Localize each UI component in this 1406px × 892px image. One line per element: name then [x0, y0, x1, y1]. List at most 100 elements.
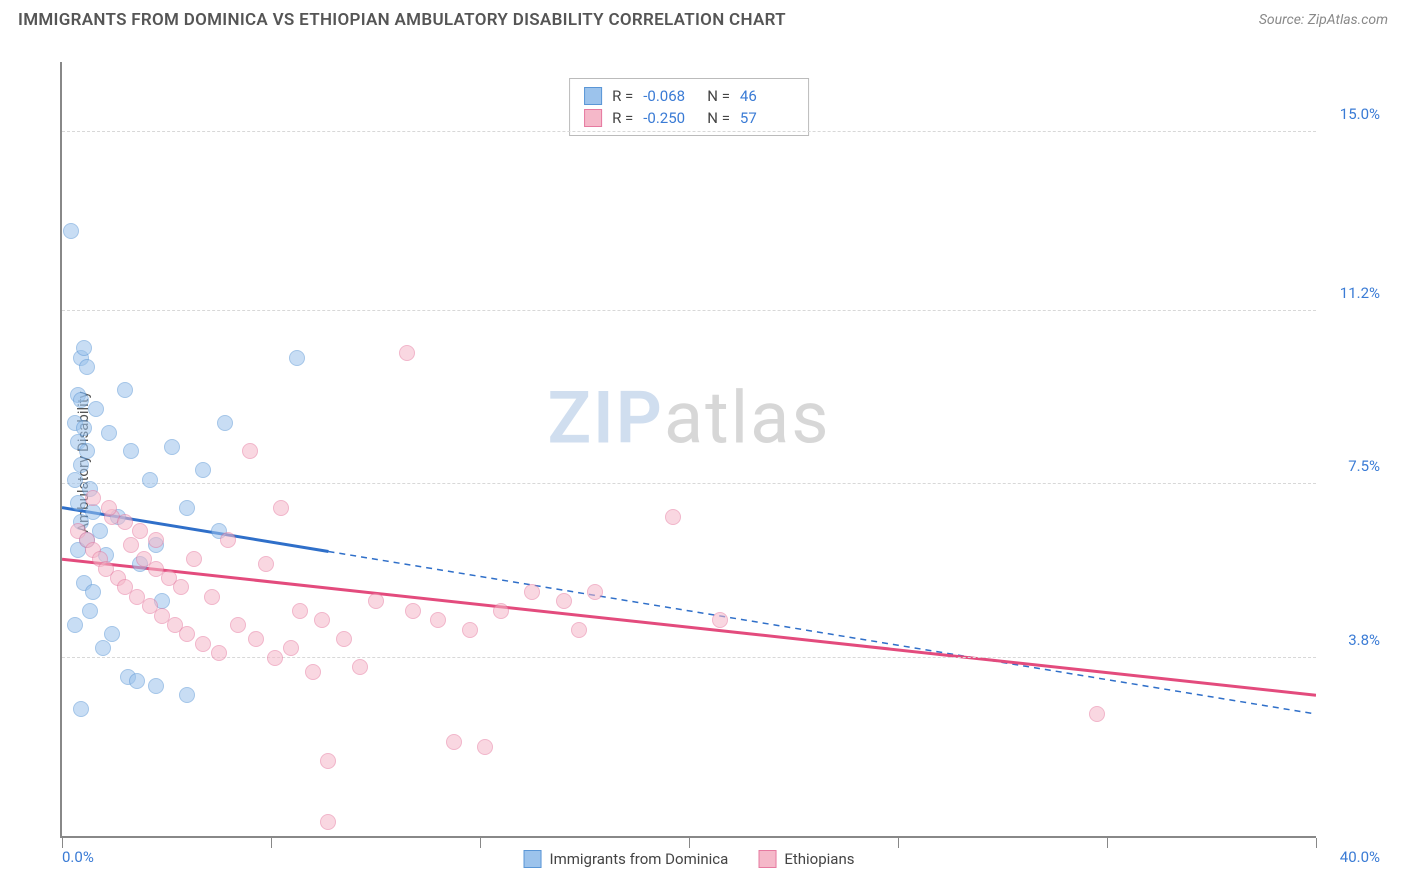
- plot-area: ZIPatlas R =-0.068N =46R =-0.250N =57 0.…: [60, 62, 1316, 838]
- scatter-point: [79, 359, 95, 375]
- bottom-legend: Immigrants from Dominica Ethiopians: [524, 850, 855, 868]
- scatter-point: [73, 701, 89, 717]
- scatter-point: [712, 612, 728, 628]
- scatter-point: [571, 622, 587, 638]
- scatter-point: [179, 687, 195, 703]
- x-tick: [271, 838, 272, 848]
- x-tick: [1107, 838, 1108, 848]
- scatter-point: [368, 593, 384, 609]
- scatter-point: [173, 579, 189, 595]
- scatter-point: [186, 551, 202, 567]
- series-swatch: [584, 87, 602, 105]
- watermark: ZIPatlas: [547, 376, 830, 461]
- scatter-point: [204, 589, 220, 605]
- x-axis-max-label: 40.0%: [1340, 848, 1380, 866]
- scatter-point: [352, 659, 368, 675]
- scatter-point: [430, 612, 446, 628]
- scatter-point: [665, 509, 681, 525]
- scatter-point: [85, 584, 101, 600]
- scatter-point: [195, 462, 211, 478]
- stats-row: R =-0.068N =46: [584, 85, 794, 107]
- scatter-point: [587, 584, 603, 600]
- scatter-point: [123, 443, 139, 459]
- scatter-point: [267, 650, 283, 666]
- gridline: [62, 483, 1316, 484]
- legend-swatch: [524, 850, 542, 868]
- scatter-point: [95, 640, 111, 656]
- scatter-point: [1089, 706, 1105, 722]
- x-tick: [480, 838, 481, 848]
- stat-r-value: -0.068: [643, 87, 697, 105]
- scatter-point: [73, 392, 89, 408]
- scatter-point: [314, 612, 330, 628]
- scatter-point: [305, 664, 321, 680]
- scatter-point: [230, 617, 246, 633]
- legend-swatch: [758, 850, 776, 868]
- y-tick-label: 3.8%: [1348, 631, 1380, 649]
- scatter-point: [101, 500, 117, 516]
- y-tick-label: 7.5%: [1348, 457, 1380, 475]
- source-label: Source: ZipAtlas.com: [1259, 12, 1388, 28]
- scatter-point: [82, 603, 98, 619]
- scatter-point: [273, 500, 289, 516]
- scatter-point: [289, 350, 305, 366]
- stats-row: R =-0.250N =57: [584, 107, 794, 129]
- scatter-point: [85, 490, 101, 506]
- scatter-point: [292, 603, 308, 619]
- scatter-point: [179, 500, 195, 516]
- scatter-point: [405, 603, 421, 619]
- scatter-point: [179, 626, 195, 642]
- chart-title: IMMIGRANTS FROM DOMINICA VS ETHIOPIAN AM…: [18, 10, 786, 30]
- scatter-point: [117, 382, 133, 398]
- scatter-point: [164, 439, 180, 455]
- scatter-point: [336, 631, 352, 647]
- scatter-point: [104, 626, 120, 642]
- series-swatch: [584, 109, 602, 127]
- scatter-point: [217, 415, 233, 431]
- scatter-point: [195, 636, 211, 652]
- scatter-point: [67, 617, 83, 633]
- watermark-bold: ZIP: [547, 376, 663, 461]
- stat-n-value: 46: [740, 87, 794, 105]
- scatter-point: [101, 425, 117, 441]
- scatter-point: [283, 640, 299, 656]
- x-tick: [62, 838, 63, 848]
- stat-r-label: R =: [612, 109, 633, 127]
- scatter-point: [399, 345, 415, 361]
- scatter-point: [148, 678, 164, 694]
- stats-legend-box: R =-0.068N =46R =-0.250N =57: [569, 78, 809, 136]
- scatter-point: [524, 584, 540, 600]
- x-tick: [898, 838, 899, 848]
- scatter-point: [67, 472, 83, 488]
- stat-n-value: 57: [740, 109, 794, 127]
- gridline: [62, 310, 1316, 311]
- legend-item: Immigrants from Dominica: [524, 850, 729, 868]
- scatter-point: [462, 622, 478, 638]
- gridline: [62, 131, 1316, 132]
- legend-label: Immigrants from Dominica: [550, 850, 729, 868]
- scatter-point: [142, 472, 158, 488]
- stat-n-label: N =: [707, 109, 730, 127]
- x-tick: [689, 838, 690, 848]
- scatter-point: [493, 603, 509, 619]
- x-axis-min-label: 0.0%: [62, 848, 94, 866]
- header: IMMIGRANTS FROM DOMINICA VS ETHIOPIAN AM…: [0, 0, 1406, 36]
- legend-item: Ethiopians: [758, 850, 854, 868]
- stat-r-label: R =: [612, 87, 633, 105]
- scatter-point: [320, 814, 336, 830]
- legend-label: Ethiopians: [784, 850, 854, 868]
- scatter-point: [556, 593, 572, 609]
- scatter-point: [242, 443, 258, 459]
- scatter-point: [211, 645, 227, 661]
- scatter-point: [123, 537, 139, 553]
- scatter-point: [70, 495, 86, 511]
- x-tick: [1316, 838, 1317, 848]
- scatter-point: [258, 556, 274, 572]
- watermark-rest: atlas: [664, 376, 831, 461]
- scatter-point: [320, 753, 336, 769]
- scatter-point: [220, 532, 236, 548]
- chart-container: Ambulatory Disability ZIPatlas R =-0.068…: [18, 44, 1388, 880]
- scatter-point: [88, 401, 104, 417]
- scatter-point: [76, 340, 92, 356]
- y-tick-label: 11.2%: [1340, 284, 1380, 302]
